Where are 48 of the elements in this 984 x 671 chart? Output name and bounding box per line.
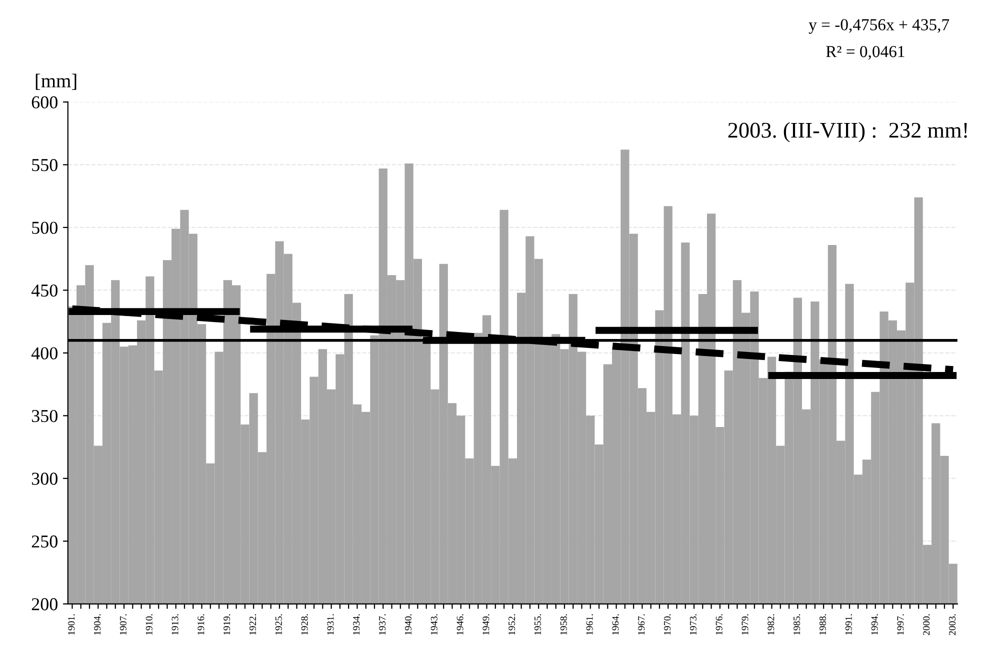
x-tick-label: 1967. bbox=[638, 614, 645, 635]
x-tick-label: 1916. bbox=[198, 614, 204, 635]
x-tick-label: 1970. bbox=[664, 614, 671, 635]
x-tick-label: 1934. bbox=[353, 614, 360, 635]
x-tick-label: 2003. bbox=[948, 614, 956, 636]
x-tick-label: 1904. bbox=[94, 614, 101, 635]
x-tick-label: 2000. bbox=[923, 614, 930, 636]
x-tick-label: 1973. bbox=[690, 614, 696, 635]
x-tick-label: 1940. bbox=[404, 614, 412, 635]
x-tick-label: 1985. bbox=[794, 614, 800, 635]
y-axis-title: [mm] bbox=[36, 74, 76, 90]
x-tick-label: 1919. bbox=[224, 614, 230, 635]
y-tick-label: 250 bbox=[32, 535, 58, 548]
x-tick-label: 1994. bbox=[871, 614, 878, 635]
x-tick-label: 1928. bbox=[301, 614, 308, 635]
annotation: 2003. (III-VIII) : 232 mm! bbox=[728, 122, 967, 142]
y-tick-label: 600 bbox=[32, 96, 58, 108]
y-tick-label: 500 bbox=[32, 222, 58, 234]
x-tick-label: 1997. bbox=[897, 614, 904, 635]
x-tick-label: 1988. bbox=[819, 614, 826, 635]
y-tick-label: 550 bbox=[32, 158, 58, 172]
x-tick-label: 1958. bbox=[560, 614, 567, 635]
x-tick-label: 1961. bbox=[586, 614, 593, 635]
x-tick-label: 1982. bbox=[768, 614, 774, 635]
x-tick-label: 1943. bbox=[430, 614, 438, 635]
x-tick-label: 1901. bbox=[68, 614, 75, 635]
x-tick-label: 1964. bbox=[612, 614, 619, 635]
x-tick-label: 1991. bbox=[845, 614, 852, 635]
text: R² = 0,0461 bbox=[826, 46, 904, 60]
x-tick-label: 1910. bbox=[146, 614, 152, 635]
y-tick-label: 450 bbox=[31, 284, 58, 297]
y-tick-label: 300 bbox=[32, 472, 58, 485]
x-tick-label: 1952. bbox=[508, 614, 516, 635]
y-tick-label: 200 bbox=[32, 598, 58, 610]
x-tick-label: 1955. bbox=[534, 614, 542, 635]
y-tick-label: 350 bbox=[32, 410, 58, 422]
x-tick-label: 1913. bbox=[172, 614, 178, 635]
x-tick-label: 1976. bbox=[716, 614, 722, 635]
x-tick-label: 1925. bbox=[275, 614, 282, 635]
x-tick-label: 1922. bbox=[249, 614, 256, 635]
x-tick-label: 1907. bbox=[120, 614, 127, 635]
x-tick-label: 1931. bbox=[327, 614, 334, 635]
x-tick-label: 1937. bbox=[379, 614, 386, 635]
x-tick-label: 1946. bbox=[456, 614, 464, 635]
text: y = -0,4756x + 435,7 bbox=[808, 19, 950, 34]
x-tick-label: 1949. bbox=[482, 614, 490, 635]
x-tick-label: 1979. bbox=[742, 614, 748, 635]
y-tick-label: 400 bbox=[31, 347, 58, 360]
